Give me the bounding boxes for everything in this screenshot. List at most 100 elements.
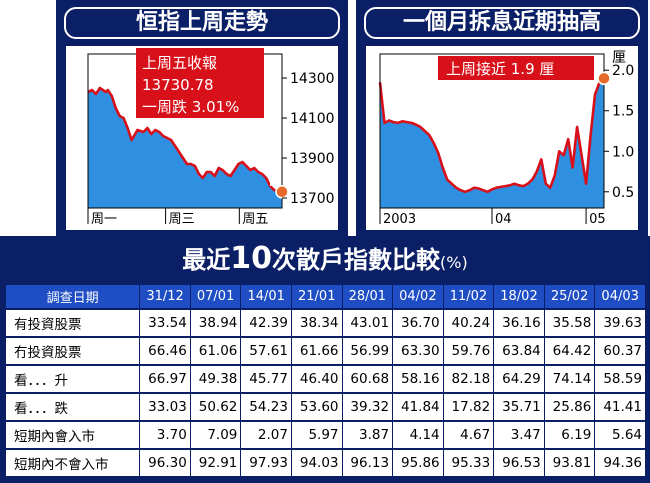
table-cell: 59.76: [443, 337, 495, 366]
series-line: [87, 86, 283, 194]
table-row: 看．．．跌 33.03 50.62 54.23 53.60 39.32 41.8…: [6, 393, 646, 422]
comparison-table: 調查日期 31/12 07/01 14/01 21/01 28/01 04/02…: [6, 285, 646, 478]
table-cell: 17.82: [443, 393, 495, 422]
table-cell: 7.09: [190, 421, 242, 450]
table-cell: 5.97: [291, 421, 343, 450]
unit-label: 厘: [612, 50, 626, 66]
table-cell: 35.58: [544, 309, 596, 338]
table-cell: 60.37: [594, 337, 646, 366]
table-title-prefix: 最近: [182, 246, 231, 274]
y-tick-label: 13900: [290, 151, 335, 167]
table-cell: 4.14: [392, 421, 444, 450]
table-cell: 97.93: [240, 449, 292, 478]
table-cell: 45.77: [240, 365, 292, 394]
table-cell: 35.71: [493, 393, 545, 422]
callout-box: [438, 56, 594, 80]
left-chart-title: 恒指上周走勢: [135, 10, 268, 35]
table-cell: 57.61: [240, 337, 292, 366]
y-tick-label: 0.5: [612, 185, 634, 201]
y-tick-label: 1.0: [612, 144, 634, 160]
table-cell: 33.54: [139, 309, 191, 338]
x-tick-label: 周一: [91, 212, 117, 227]
series-area-fill: [88, 88, 282, 208]
header-date: 25/02: [544, 285, 596, 310]
callout-line: 一周跌 3.01%: [142, 98, 239, 116]
table-cell: 95.33: [443, 449, 495, 478]
table-cell: 2.07: [240, 421, 292, 450]
series-area-fill: [380, 78, 604, 208]
table-cell: 5.64: [594, 421, 646, 450]
table-title-unit: (%): [440, 253, 468, 272]
y-tick-label: 1.5: [612, 104, 634, 120]
y-tick-label: 2.0: [612, 63, 634, 79]
table-cell: 93.81: [544, 449, 596, 478]
header-date: 04/02: [392, 285, 444, 310]
table-cell: 41.84: [392, 393, 444, 422]
header-date: 14/01: [240, 285, 292, 310]
table-cell: 63.84: [493, 337, 545, 366]
y-tick-label: 14100: [290, 111, 335, 127]
table-row: 短期內會入市 3.70 7.09 2.07 5.97 3.87 4.14 4.6…: [6, 421, 646, 450]
table-cell: 53.60: [291, 393, 343, 422]
table-cell: 49.38: [190, 365, 242, 394]
table-cell: 36.70: [392, 309, 444, 338]
table-cell: 39.63: [594, 309, 646, 338]
table-cell: 33.03: [139, 393, 191, 422]
right-chart-panel: 一個月拆息近期抽高 2.0 1.5 1.0 0.5 2003 04 05 厘上周接近 1.9 …: [356, 0, 648, 236]
table-cell: 39.32: [342, 393, 394, 422]
table-cell: 58.59: [594, 365, 646, 394]
callout-text: 上周接近 1.9 厘: [446, 60, 554, 78]
y-tick-label: 13700: [290, 191, 335, 207]
table-cell: 41.41: [594, 393, 646, 422]
table-row: 冇投資股票 66.46 61.06 57.61 61.66 56.99 63.3…: [6, 337, 646, 366]
header-date: 04/03: [594, 285, 646, 310]
table-header-row: 調查日期 31/12 07/01 14/01 21/01 28/01 04/02…: [6, 285, 646, 310]
table-cell: 4.67: [443, 421, 495, 450]
table-cell: 25.86: [544, 393, 596, 422]
table-cell: 42.39: [240, 309, 292, 338]
table-cell: 60.68: [342, 365, 394, 394]
table-cell: 58.16: [392, 365, 444, 394]
left-chart-panel: 恒指上周走勢 14300 14100 13900 13700 周一 周三 周五 上周五收報 13…: [56, 0, 348, 236]
table-cell: 54.23: [240, 393, 292, 422]
table-cell: 61.66: [291, 337, 343, 366]
table-cell: 63.30: [392, 337, 444, 366]
table-cell: 74.14: [544, 365, 596, 394]
callout-box: [136, 48, 264, 118]
table-cell: 66.97: [139, 365, 191, 394]
left-chart-svg: 14300 14100 13900 13700 周一 周三 周五 上周五收報 13730.78 一…: [87, 48, 335, 227]
table-cell: 3.70: [139, 421, 191, 450]
table-cell: 3.87: [342, 421, 394, 450]
right-chart-title-bar: [364, 7, 640, 39]
table-cell: 56.99: [342, 337, 394, 366]
table-cell: 94.03: [291, 449, 343, 478]
header-date: 21/01: [291, 285, 343, 310]
header-date-label: 調查日期: [6, 285, 141, 310]
table-cell: 40.24: [443, 309, 495, 338]
table-cell: 61.06: [190, 337, 242, 366]
table-cell: 66.46: [139, 337, 191, 366]
table-cell: 64.42: [544, 337, 596, 366]
table-cell: 38.34: [291, 309, 343, 338]
header-date: 11/02: [443, 285, 495, 310]
table-cell: 43.01: [342, 309, 394, 338]
callout-line: 上周五收報: [142, 54, 217, 72]
table-cell: 46.40: [291, 365, 343, 394]
table-cell: 6.19: [544, 421, 596, 450]
table-title: 最近10次散戶指數比較(%): [0, 242, 650, 280]
left-chart-area: 14300 14100 13900 13700 周一 周三 周五 上周五收報 13730.78 一…: [66, 46, 338, 230]
table-cell: 92.91: [190, 449, 242, 478]
right-chart-title: 一個月拆息近期抽高: [402, 10, 601, 35]
table-row: 看．．．升 66.97 49.38 45.77 46.40 60.68 58.1…: [6, 365, 646, 394]
header-date: 18/02: [493, 285, 545, 310]
x-tick-label: 周五: [242, 212, 268, 227]
row-label: 看．．．跌: [6, 393, 141, 422]
row-label: 短期內會入市: [6, 421, 141, 450]
table-row: 短期內不會入市 96.30 92.91 97.93 94.03 96.13 95…: [6, 449, 646, 478]
y-tick-label: 14300: [290, 71, 335, 87]
table-cell: 50.62: [190, 393, 242, 422]
table-cell: 94.36: [594, 449, 646, 478]
header-date: 28/01: [342, 285, 394, 310]
table-title-number: 10: [230, 241, 273, 276]
